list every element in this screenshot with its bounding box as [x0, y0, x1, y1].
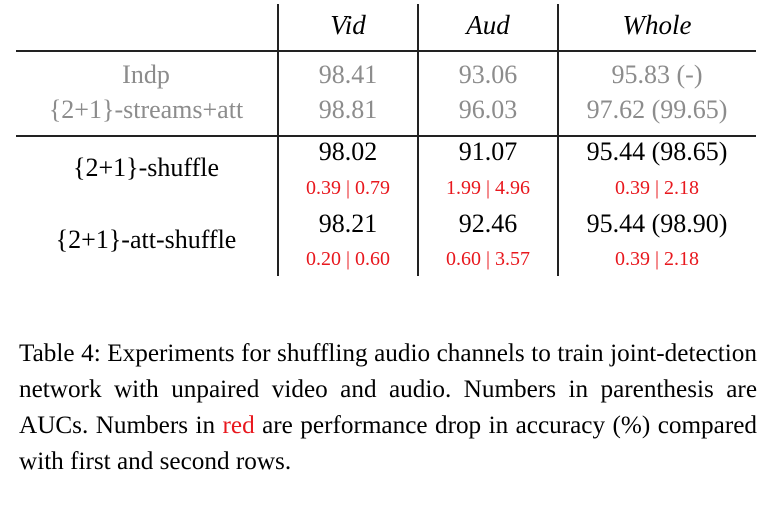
aud-drop: 1.99 | 4.96 — [445, 177, 531, 199]
vid-value: 98.21 — [318, 209, 378, 238]
whole-drop: 0.39 | 2.18 — [614, 248, 700, 270]
vid-value: 98.41 — [318, 60, 378, 89]
column-separator — [277, 4, 279, 276]
header-vid: Vid — [330, 10, 366, 40]
column-separator — [557, 4, 559, 276]
row-label: {2+1}-shuffle — [72, 153, 220, 182]
whole-value: 97.62 (99.65) — [586, 95, 728, 124]
row-label: Indp — [122, 60, 170, 89]
whole-value: 95.44 (98.65) — [586, 137, 728, 166]
row-label: {2+1}-streams+att — [48, 95, 244, 124]
aud-value: 92.46 — [458, 209, 518, 238]
whole-value: 95.44 (98.90) — [586, 209, 728, 238]
vid-drop: 0.20 | 0.60 — [305, 248, 391, 270]
header-rule — [16, 50, 756, 52]
vid-drop: 0.39 | 0.79 — [305, 177, 391, 199]
results-table: Vid Aud Whole Indp 98.41 93.06 95.83 (-)… — [16, 4, 756, 276]
caption-text: Table 4: Experiments for shuffling audio… — [19, 340, 757, 439]
column-separator — [417, 4, 419, 276]
whole-drop: 0.39 | 2.18 — [614, 177, 700, 199]
caption-text-end: are performance drop in accuracy (%) com… — [19, 412, 757, 475]
vid-value: 98.81 — [318, 95, 378, 124]
aud-drop: 0.60 | 3.57 — [445, 248, 531, 270]
header-whole: Whole — [622, 10, 692, 40]
table-caption: Table 4: Experiments for shuffling audio… — [19, 336, 757, 480]
row-label: {2+1}-att-shuffle — [55, 225, 237, 254]
aud-value: 91.07 — [458, 137, 518, 166]
aud-value: 96.03 — [458, 95, 518, 124]
header-aud: Aud — [466, 10, 510, 40]
vid-value: 98.02 — [318, 137, 378, 166]
section-rule — [16, 135, 756, 137]
aud-value: 93.06 — [458, 60, 518, 89]
whole-value: 95.83 (-) — [611, 60, 703, 89]
caption-red-word: red — [222, 412, 255, 439]
